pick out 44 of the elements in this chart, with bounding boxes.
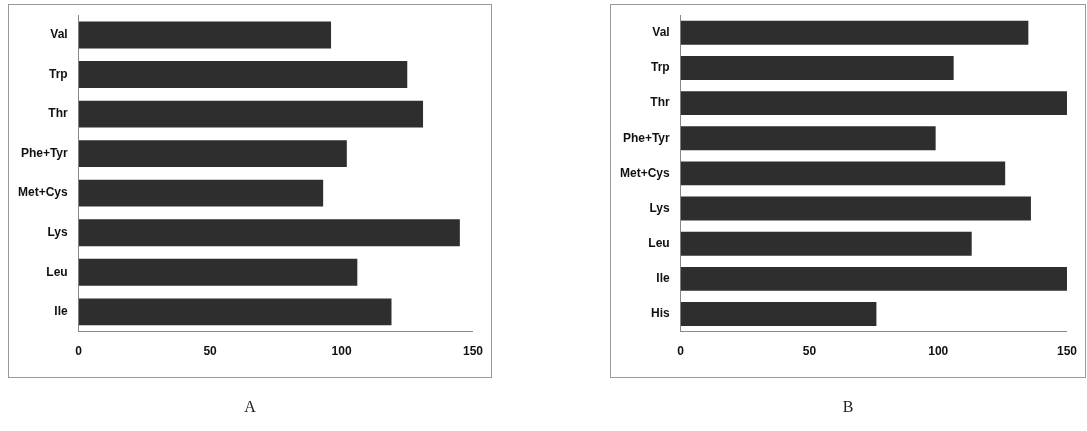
y-tick-label: Val xyxy=(652,25,670,40)
y-tick-label: Ile xyxy=(54,304,69,319)
bar xyxy=(78,140,347,168)
x-tick-label: 0 xyxy=(677,344,685,359)
bar xyxy=(680,266,1067,291)
y-tick-label: Ile xyxy=(656,271,671,286)
y-tick-label: Lys xyxy=(47,225,69,240)
bar xyxy=(680,91,1067,116)
bar xyxy=(680,196,1031,221)
y-tick-label: Lys xyxy=(649,200,671,215)
y-tick-label: Phe+Tyr xyxy=(20,145,68,160)
y-tick-label: Thr xyxy=(650,95,670,110)
x-tick-label: 50 xyxy=(802,344,817,359)
text: A xyxy=(243,398,257,416)
y-tick-label: Leu xyxy=(648,236,670,251)
x-tick-label: 100 xyxy=(928,344,949,359)
bar xyxy=(78,21,332,49)
x-tick-label: 150 xyxy=(462,344,484,359)
x-tick-label: 50 xyxy=(203,344,218,359)
y-tick-label: Leu xyxy=(46,264,68,279)
x-tick-label: 0 xyxy=(75,344,83,359)
y-tick-label: Trp xyxy=(49,66,68,81)
y-tick-label: Met+Cys xyxy=(18,185,69,200)
y-tick-label: Trp xyxy=(651,60,670,75)
bar xyxy=(78,61,408,88)
bar xyxy=(680,126,936,151)
bar xyxy=(78,258,358,286)
y-tick-label: Phe+Tyr xyxy=(622,130,670,145)
bar xyxy=(680,231,972,256)
bar xyxy=(680,20,1029,45)
bar xyxy=(78,219,460,247)
bar xyxy=(78,298,392,326)
x-tick-label: 150 xyxy=(1056,344,1078,359)
bar xyxy=(680,55,954,80)
y-tick-label: Thr xyxy=(48,106,68,121)
bar xyxy=(78,100,424,128)
y-tick-label: Met+Cys xyxy=(620,165,671,180)
bar xyxy=(680,302,877,326)
bar xyxy=(680,161,1006,186)
y-tick-label: Val xyxy=(50,27,68,42)
y-tick-label: His xyxy=(651,306,670,321)
text: B xyxy=(841,398,855,416)
bar xyxy=(78,179,324,207)
x-tick-label: 100 xyxy=(331,344,352,359)
